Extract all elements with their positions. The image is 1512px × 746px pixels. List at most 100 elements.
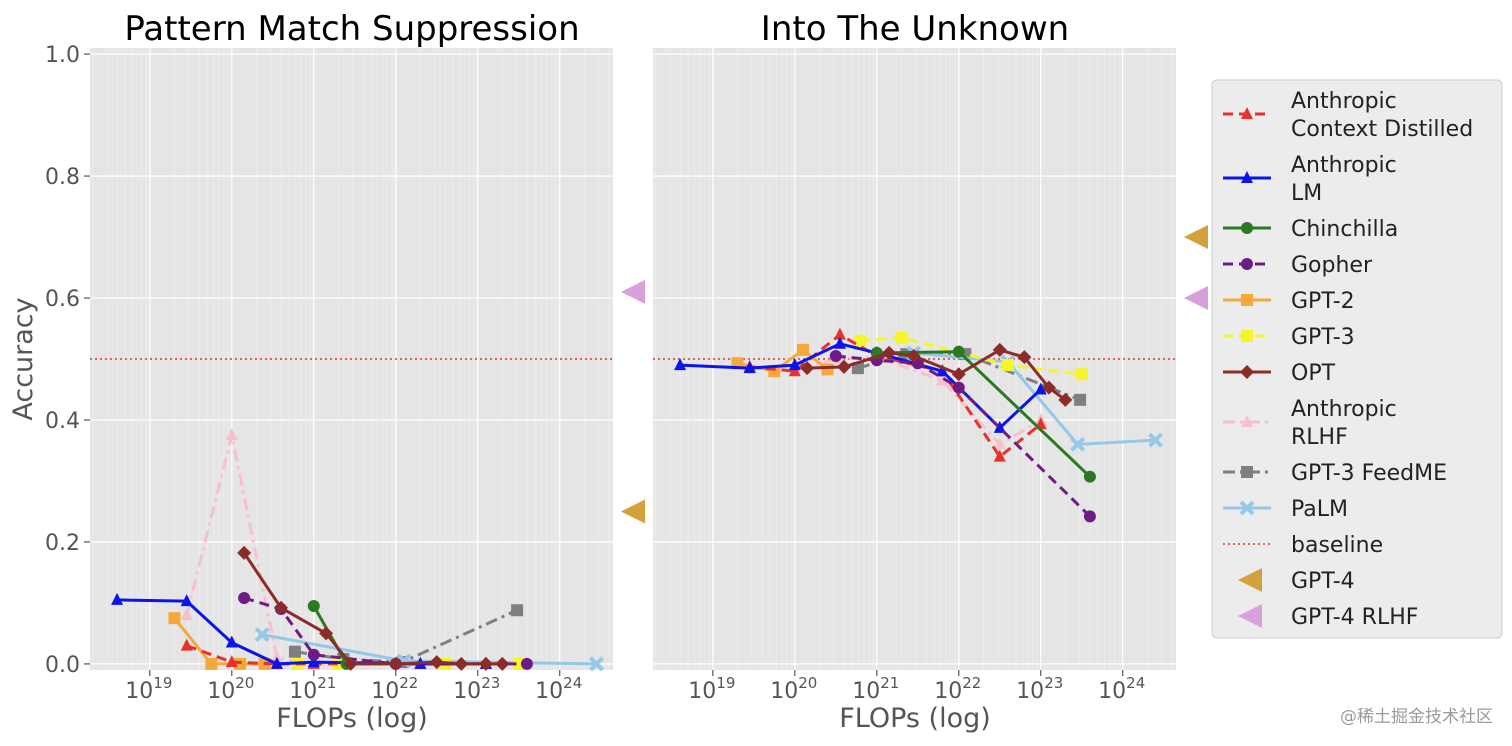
gpt4-markers bbox=[621, 279, 645, 524]
x-tick-label: 1020 bbox=[770, 674, 817, 704]
data-point-anth_rlhf bbox=[270, 650, 283, 663]
data-point-opt bbox=[951, 367, 966, 382]
data-point-anth_lm bbox=[270, 656, 283, 669]
legend-swatch-palm bbox=[1239, 500, 1255, 516]
legend-entry-gopher: Gopher bbox=[1223, 253, 1373, 278]
legend-swatch-gpt4 bbox=[1238, 568, 1262, 592]
gpt4-marker bbox=[621, 499, 645, 524]
legend-label: LM bbox=[1291, 181, 1322, 206]
y-tick-label: 0.4 bbox=[45, 409, 80, 434]
series-line-palm bbox=[913, 351, 1156, 446]
data-point-opt bbox=[429, 655, 444, 670]
data-point-gpt3 bbox=[854, 334, 867, 347]
legend-entry-chinchilla: Chinchilla bbox=[1223, 217, 1398, 242]
legend-swatch-gpt3 bbox=[1241, 330, 1253, 342]
legend-label: Context Distilled bbox=[1291, 117, 1473, 142]
data-point-chinchilla bbox=[1083, 470, 1096, 483]
legend: Anthropic Context Distilled Anthropic LM Chi… bbox=[1211, 79, 1503, 639]
series-layer bbox=[111, 428, 605, 672]
legend-entry-baseline: baseline bbox=[1223, 533, 1383, 558]
data-point-opt bbox=[478, 656, 493, 671]
data-point-anth_lm bbox=[1034, 382, 1047, 395]
watermark: @稀土掘金技术社区 bbox=[1340, 707, 1493, 727]
data-point-anth_lm bbox=[111, 592, 124, 605]
gpt4-marker bbox=[1184, 225, 1208, 250]
data-point-opt bbox=[495, 656, 510, 671]
data-point-chinchilla bbox=[952, 345, 965, 358]
series-opt bbox=[237, 545, 510, 671]
legend-entry-gpt4_rlhf: GPT-4 RLHF bbox=[1238, 604, 1418, 630]
legend-label: Anthropic bbox=[1291, 397, 1397, 422]
data-point-opt bbox=[319, 626, 334, 641]
data-point-opt bbox=[343, 656, 358, 671]
legend-label: Gopher bbox=[1291, 253, 1373, 278]
legend-swatch-opt bbox=[1240, 365, 1254, 379]
x-axis-label: FLOPs (log) bbox=[839, 703, 991, 734]
legend-label: Anthropic bbox=[1291, 89, 1397, 114]
legend-label: OPT bbox=[1291, 361, 1336, 386]
panel-pattern-match-suppression: 0.00.20.40.60.81.0 1019 1020 1021 1022 1023 1… bbox=[8, 9, 645, 734]
data-point-opt bbox=[388, 656, 403, 671]
data-point-opt bbox=[1041, 380, 1056, 395]
data-point-opt bbox=[454, 656, 469, 671]
data-point-gpt3_feedme bbox=[1074, 393, 1087, 406]
data-point-gpt2 bbox=[797, 343, 810, 356]
data-point-palm bbox=[1070, 436, 1086, 452]
legend-entry-gpt3: GPT-3 bbox=[1223, 325, 1355, 350]
legend-entry-palm: PaLM bbox=[1223, 497, 1348, 522]
legend-label: PaLM bbox=[1291, 497, 1348, 522]
data-point-anth_rlhf bbox=[936, 373, 949, 386]
data-point-gpt3 bbox=[1075, 368, 1088, 381]
data-point-palm bbox=[254, 627, 270, 643]
legend-swatch-chinchilla bbox=[1241, 222, 1253, 234]
y-tick-label: 0.0 bbox=[45, 653, 80, 678]
legend-entry-opt: OPT bbox=[1223, 361, 1336, 386]
data-point-gopher bbox=[238, 592, 251, 605]
gridlines bbox=[90, 48, 613, 670]
legend-label: GPT-4 bbox=[1291, 569, 1355, 594]
legend-swatch-gpt4_rlhf bbox=[1238, 604, 1262, 628]
x-tick-label: 1019 bbox=[688, 674, 735, 704]
data-point-gpt3_feedme bbox=[511, 604, 524, 617]
legend-swatch-anth_rlhf bbox=[1241, 415, 1253, 427]
data-point-chinchilla bbox=[307, 599, 320, 612]
legend-entry-anth_lm: Anthropic LM bbox=[1223, 153, 1397, 206]
data-point-anth_lm bbox=[225, 635, 238, 648]
legend-box bbox=[1211, 79, 1503, 639]
legend-label: GPT-3 FeedME bbox=[1291, 461, 1447, 486]
data-point-opt bbox=[992, 342, 1007, 357]
data-point-gpt2 bbox=[821, 363, 834, 376]
data-point-anth_rlhf bbox=[993, 437, 1006, 450]
data-point-anth_cd bbox=[833, 327, 846, 340]
series-line-gopher bbox=[243, 596, 527, 666]
data-point-anth_lm bbox=[307, 655, 320, 668]
data-point-gpt3 bbox=[1001, 359, 1014, 372]
data-point-anth_rlhf bbox=[225, 428, 238, 441]
series-line-gpt3_feedme bbox=[294, 608, 518, 664]
data-point-gpt2 bbox=[168, 612, 181, 625]
x-tick-label: 1021 bbox=[852, 674, 899, 704]
panel-title: Pattern Match Suppression bbox=[124, 9, 579, 49]
legend-entry-gpt3_feedme: GPT-3 FeedME bbox=[1223, 461, 1447, 486]
series-opt bbox=[800, 342, 1073, 407]
data-point-gpt3_feedme bbox=[288, 645, 301, 658]
y-tick-label: 0.2 bbox=[45, 531, 80, 556]
x-tick-label: 1022 bbox=[934, 674, 981, 704]
data-point-opt bbox=[1017, 350, 1032, 365]
y-tick-label: 1.0 bbox=[45, 43, 80, 68]
data-point-anth_lm bbox=[743, 361, 756, 374]
gpt4-rlhf-marker bbox=[621, 279, 645, 304]
legend-swatch-gpt3_feedme bbox=[1241, 466, 1253, 478]
x-tick-label: 1019 bbox=[125, 674, 172, 704]
y-axis-label: Accuracy bbox=[8, 297, 39, 420]
data-point-gpt3 bbox=[895, 331, 908, 344]
legend-entry-gpt2: GPT-2 bbox=[1223, 289, 1355, 314]
data-point-palm bbox=[589, 656, 605, 672]
legend-entry-gpt4: GPT-4 bbox=[1238, 568, 1355, 594]
legend-entry-anth_cd: Anthropic Context Distilled bbox=[1223, 89, 1473, 142]
legend-swatch-gpt2 bbox=[1241, 294, 1253, 306]
series-layer bbox=[674, 327, 1163, 523]
x-axis-label: FLOPs (log) bbox=[276, 703, 428, 734]
gpt4-rlhf-marker bbox=[1184, 286, 1208, 311]
